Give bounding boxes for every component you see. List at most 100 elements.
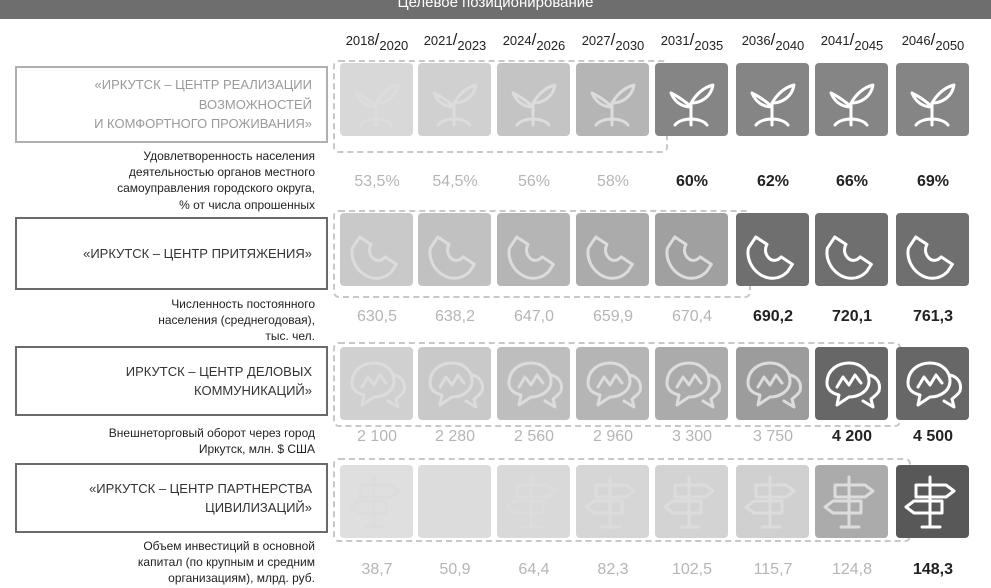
signpost-icon: [815, 465, 888, 538]
period-header: 2031/2035: [652, 30, 732, 53]
target-value: 124,8: [831, 561, 873, 578]
magnet-icon: [497, 213, 570, 286]
chat-bubbles-tile: [340, 347, 413, 420]
goal-text: ИРКУТСК – ЦЕНТР ДЕЛОВЫХ КОММУНИКАЦИЙ»: [126, 362, 312, 401]
period-header: 2021/2023: [415, 30, 495, 53]
metric-line: Удовлетворенность населения: [143, 149, 315, 163]
target-value: 4 200: [831, 428, 873, 445]
period-slash: /: [849, 30, 855, 49]
target-value: 638,2: [434, 308, 476, 325]
period-header: 2024/2026: [494, 30, 574, 53]
target-value: 3 750: [752, 428, 794, 445]
target-value: 38,7: [361, 561, 393, 578]
target-value: 69%: [916, 173, 950, 190]
sprout-tile: [418, 63, 491, 136]
metric-line: деятельностью органов местного: [128, 165, 315, 180]
sprout-icon: [736, 63, 809, 136]
goal-text: «ИРКУТСК – ЦЕНТР ПАРТНЕРСТВА ЦИВИЛИЗАЦИЙ»: [89, 479, 312, 518]
goal-line: ИРКУТСК – ЦЕНТР ДЕЛОВЫХ: [125, 363, 312, 379]
goal-line: И КОМФОРТНОГО ПРОЖИВАНИЯ»: [94, 116, 312, 132]
sprout-icon: [655, 63, 728, 136]
target-value: 670,4: [671, 308, 713, 325]
chat-bubbles-tile: [655, 347, 728, 420]
period-start: 2041: [820, 33, 850, 48]
sprout-icon: [340, 63, 413, 136]
period-slash: /: [452, 30, 458, 49]
period-end: 2050: [935, 38, 965, 53]
sprout-tile: [736, 63, 809, 136]
goal-line: КОММУНИКАЦИЙ»: [194, 383, 312, 398]
target-value: 58%: [596, 173, 630, 190]
chat-bubbles-tile: [896, 347, 969, 420]
period-end: 2026: [536, 38, 566, 53]
chat-bubbles-icon: [655, 347, 728, 420]
period-start: 2027: [581, 33, 611, 48]
metric-line: Объем инвестиций в основной: [143, 539, 315, 553]
metric-line: % от числа опрошенных: [179, 197, 315, 212]
signpost-tile: [497, 465, 570, 538]
chat-bubbles-tile: [418, 347, 491, 420]
sprout-tile: [655, 63, 728, 136]
signpost-tile: [340, 465, 413, 538]
period-end: 2045: [854, 38, 884, 53]
magnet-icon: [340, 213, 413, 286]
goal-line: ВОЗМОЖНОСТЕЙ: [198, 96, 312, 112]
period-end: 2030: [615, 38, 645, 53]
chat-bubbles-icon: [815, 347, 888, 420]
target-value: 82,3: [597, 561, 629, 578]
period-header: 2018/2020: [337, 30, 417, 53]
signpost-tile: [736, 465, 809, 538]
chat-bubbles-tile: [815, 347, 888, 420]
chat-bubbles-icon: [736, 347, 809, 420]
goal-box-business: ИРКУТСК – ЦЕНТР ДЕЛОВЫХ КОММУНИКАЦИЙ»: [15, 346, 328, 416]
magnet-icon: [736, 213, 809, 286]
metric-line: капитал (по крупным и средним: [137, 555, 315, 570]
signpost-icon: [576, 465, 649, 538]
signpost-icon: [736, 465, 809, 538]
period-end: 2040: [775, 38, 805, 53]
chat-bubbles-icon: [497, 347, 570, 420]
target-value: 4 500: [912, 428, 954, 445]
chat-bubbles-icon: [576, 347, 649, 420]
header-bar: Целевое позиционирование: [0, 0, 991, 19]
target-value: 2 280: [434, 428, 476, 445]
sprout-icon: [815, 63, 888, 136]
target-value: 54,5%: [432, 173, 478, 190]
period-slash: /: [610, 30, 616, 49]
signpost-tile: [815, 465, 888, 538]
target-value: 53,5%: [354, 173, 400, 190]
signpost-icon: [896, 465, 969, 538]
target-value: 659,9: [592, 308, 634, 325]
signpost-tile: [655, 465, 728, 538]
period-start: 2036: [741, 33, 771, 48]
signpost-icon: [655, 465, 728, 538]
period-start: 2021: [423, 33, 453, 48]
sprout-tile: [497, 63, 570, 136]
sprout-tile: [576, 63, 649, 136]
magnet-icon: [576, 213, 649, 286]
goal-box-opportunities: «ИРКУТСК – ЦЕНТР РЕАЛИЗАЦИИ ВОЗМОЖНОСТЕЙ И…: [15, 66, 328, 143]
magnet-icon: [896, 213, 969, 286]
magnet-tile: [497, 213, 570, 286]
period-end: 2023: [457, 38, 487, 53]
sprout-tile: [815, 63, 888, 136]
period-slash: /: [531, 30, 537, 49]
period-header: 2046/2050: [893, 30, 973, 53]
target-value: 630,5: [356, 308, 398, 325]
target-value: 115,7: [753, 561, 793, 578]
target-value: 2 560: [513, 428, 555, 445]
chat-bubbles-icon: [896, 347, 969, 420]
period-header: 2036/2040: [733, 30, 813, 53]
period-start: 2046: [901, 33, 931, 48]
signpost-icon: [497, 465, 570, 538]
chat-bubbles-icon: [340, 347, 413, 420]
header-title: Целевое позиционирование: [397, 0, 594, 11]
chat-bubbles-tile: [736, 347, 809, 420]
goal-box-partnership: «ИРКУТСК – ЦЕНТР ПАРТНЕРСТВА ЦИВИЛИЗАЦИЙ»: [15, 463, 328, 533]
sprout-icon: [497, 63, 570, 136]
target-value: 2 100: [356, 428, 398, 445]
magnet-tile: [815, 213, 888, 286]
period-slash: /: [770, 30, 776, 49]
goal-line: «ИРКУТСК – ЦЕНТР ПРИТЯЖЕНИЯ»: [83, 245, 312, 261]
magnet-tile: [896, 213, 969, 286]
